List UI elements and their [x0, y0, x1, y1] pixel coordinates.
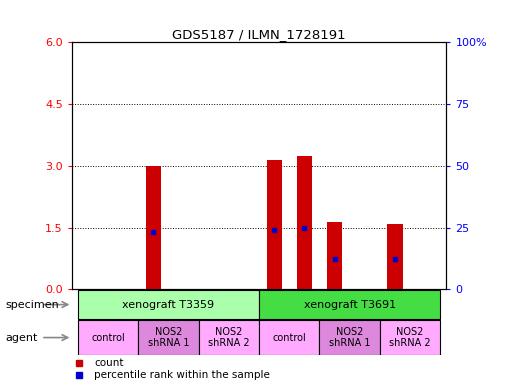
Text: xenograft T3359: xenograft T3359 — [123, 300, 214, 310]
Bar — [146, 166, 161, 290]
Text: specimen: specimen — [5, 300, 59, 310]
Text: count: count — [94, 358, 124, 368]
Text: control: control — [91, 333, 125, 343]
Text: agent: agent — [5, 333, 37, 343]
Text: NOS2
shRNA 2: NOS2 shRNA 2 — [389, 327, 431, 348]
Bar — [320, 320, 380, 355]
Bar — [199, 320, 259, 355]
Bar — [380, 320, 440, 355]
Bar — [259, 290, 440, 319]
Text: control: control — [272, 333, 306, 343]
Bar — [259, 320, 320, 355]
Title: GDS5187 / ILMN_1728191: GDS5187 / ILMN_1728191 — [172, 28, 346, 41]
Text: NOS2
shRNA 1: NOS2 shRNA 1 — [329, 327, 370, 348]
Text: percentile rank within the sample: percentile rank within the sample — [94, 370, 270, 380]
Text: NOS2
shRNA 2: NOS2 shRNA 2 — [208, 327, 250, 348]
Bar — [297, 156, 312, 290]
Bar — [78, 320, 139, 355]
Bar — [78, 290, 259, 319]
Text: NOS2
shRNA 1: NOS2 shRNA 1 — [148, 327, 189, 348]
Bar — [387, 223, 403, 290]
Bar — [267, 160, 282, 290]
Bar — [327, 222, 342, 290]
Text: xenograft T3691: xenograft T3691 — [304, 300, 396, 310]
Bar — [139, 320, 199, 355]
